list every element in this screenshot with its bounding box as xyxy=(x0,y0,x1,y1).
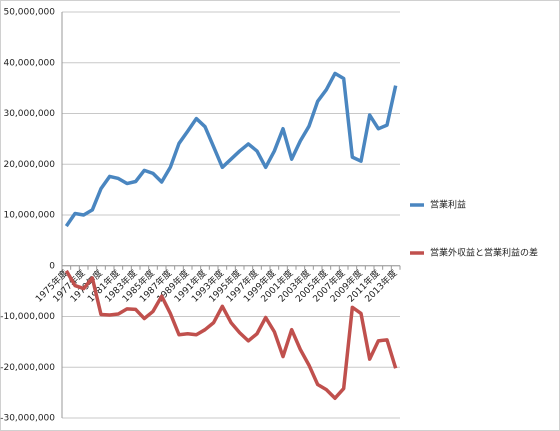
y-tick-label: -10,000,000 xyxy=(0,312,55,322)
y-tick-label: 10,000,000 xyxy=(3,211,55,221)
y-tick-label: -20,000,000 xyxy=(0,363,55,373)
y-tick-label: 0 xyxy=(49,261,55,271)
series-line xyxy=(64,269,398,400)
legend-label: 営業外収益と営業利益の差 xyxy=(430,247,538,259)
y-tick-label: 40,000,000 xyxy=(3,58,55,68)
legend-label: 営業利益 xyxy=(430,199,466,211)
y-tick-label: 30,000,000 xyxy=(3,109,55,119)
y-tick-label: -30,000,000 xyxy=(0,414,55,424)
y-tick-label: 50,000,000 xyxy=(3,8,55,18)
series-line xyxy=(64,71,398,228)
y-tick-label: 20,000,000 xyxy=(3,160,55,170)
